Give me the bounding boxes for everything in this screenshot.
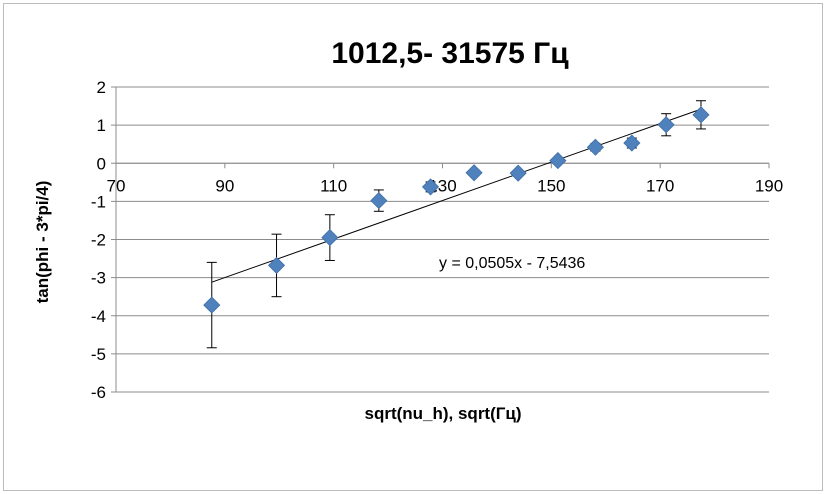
scatter-chart: 210-1-2-3-4-5-6 70 90 110 130 150 170 190 1012… — [33, 37, 783, 423]
trendline-equation: y = 0,0505x - 7,5436 — [439, 255, 585, 272]
data-point — [370, 192, 388, 210]
gridlines — [116, 86, 769, 393]
data-points — [203, 106, 710, 314]
data-point — [321, 229, 339, 247]
y-axis: 2 1 0 -1 -2 -3 -4 -5 -6 — [91, 78, 117, 402]
chart-area: 2 1 0 -1 -2 -3 -4 -5 -6 70 90 110 130 150 170 190 1012… — [3, 3, 823, 491]
data-point — [509, 164, 527, 182]
data-point — [657, 116, 675, 134]
trendline — [211, 108, 702, 283]
y-tick-label: 0 — [97, 154, 106, 173]
x-tick-label: 190 — [755, 176, 783, 195]
data-point — [623, 134, 641, 152]
data-point — [465, 164, 483, 182]
x-tick-label: 170 — [646, 176, 674, 195]
trendline-group — [211, 108, 702, 283]
data-point — [549, 152, 567, 170]
data-point — [586, 138, 604, 156]
y-tick-label: -5 — [91, 345, 106, 364]
x-tick-label: 150 — [537, 176, 565, 195]
y-tick-label: -1 — [91, 192, 106, 211]
data-point — [203, 296, 221, 314]
chart-title: 1012,5- 31575 Гц — [331, 37, 569, 70]
y-tick-label: -4 — [91, 307, 106, 326]
data-point — [692, 106, 710, 124]
data-point — [421, 178, 440, 196]
x-tick-label: 110 — [320, 176, 347, 195]
data-point — [267, 256, 286, 274]
y-tick-label: -3 — [91, 269, 106, 288]
x-tick-label: 90 — [215, 176, 234, 195]
y-tick-label: 1 — [97, 116, 106, 135]
y-tick-label: -2 — [91, 231, 106, 250]
y-tick-label: -6 — [91, 383, 106, 402]
x-axis: 70 90 110 130 150 170 190 — [107, 162, 783, 195]
x-axis-title: sqrt(nu_h), sqrt(Гц) — [364, 404, 521, 423]
y-tick-label: 2 — [97, 78, 106, 97]
x-tick-label: 70 — [107, 176, 126, 195]
y-axis-title: tan(phi - 3*pi/4) — [33, 181, 52, 304]
